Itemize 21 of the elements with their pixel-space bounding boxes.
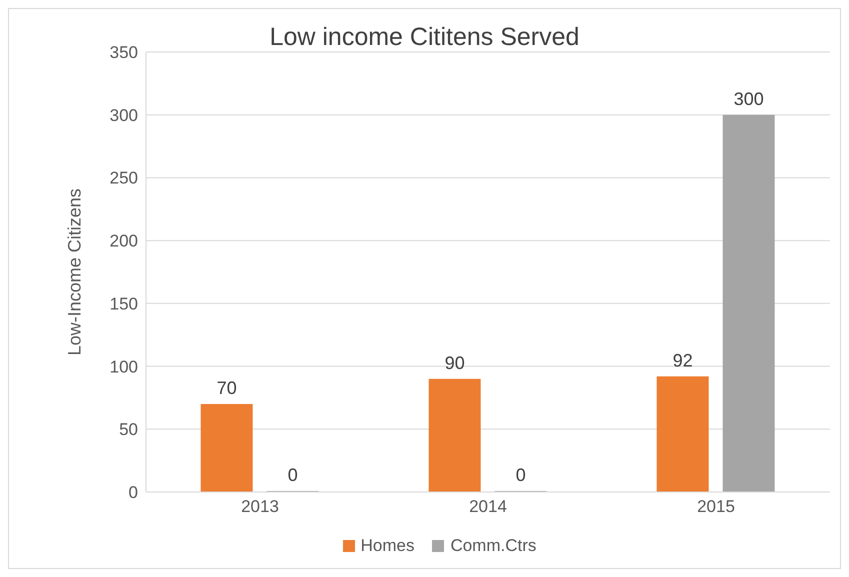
y-tick-label: 0 [128, 483, 138, 502]
data-label: 90 [444, 352, 465, 373]
data-label: 0 [516, 465, 526, 485]
x-tick-label: 2015 [697, 497, 735, 516]
y-tick-label: 250 [110, 168, 138, 188]
y-tick-label: 200 [110, 232, 138, 251]
data-label: 0 [288, 465, 298, 485]
x-tick-label: 2013 [241, 497, 279, 516]
data-label: 70 [216, 378, 237, 398]
y-tick-label: 50 [119, 420, 138, 440]
data-label: 92 [672, 350, 693, 370]
x-tick-label: 2014 [469, 497, 507, 516]
y-tick-label: 300 [110, 106, 138, 125]
y-tick-label: 100 [110, 357, 138, 376]
y-axis-title: Low-Income Citizens [64, 188, 84, 356]
legend-label: Homes [360, 536, 414, 556]
chart-title: Low income Cititens Served [270, 23, 580, 51]
legend-label: Comm.Ctrs [450, 536, 536, 556]
y-tick-label: 350 [110, 43, 138, 62]
y-tick-label: 150 [110, 294, 138, 314]
data-label: 300 [734, 88, 764, 109]
